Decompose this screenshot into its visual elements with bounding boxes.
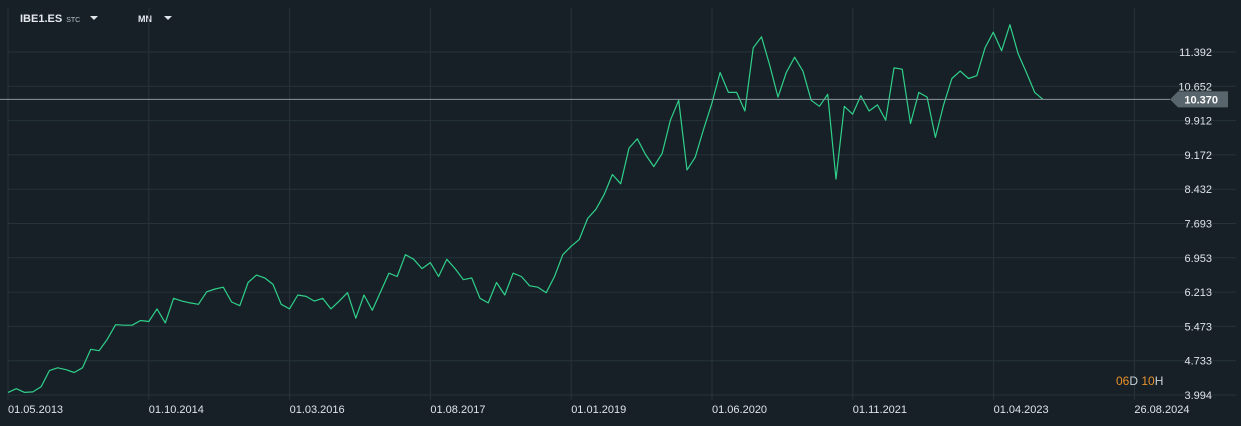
symbol-type: STC [66, 17, 81, 24]
x-tick-label: 01.01.2019 [571, 404, 626, 416]
countdown-hours: 10 [1141, 374, 1155, 388]
countdown-hours-unit: H [1154, 374, 1164, 388]
bar-countdown: 06D 10H [1116, 374, 1163, 388]
symbol-selector[interactable]: IBE1.ES STC [20, 13, 99, 25]
countdown-days-unit: D [1129, 374, 1139, 388]
y-axis: 11.392 10.652 9.912 9.172 8.432 7.693 6.953 6.2… [1178, 47, 1212, 402]
chart-grid [7, 8, 1236, 400]
price-series-line [7, 24, 1044, 393]
countdown-days: 06 [1116, 374, 1130, 388]
symbol-name: IBE1.ES [20, 13, 63, 25]
x-tick-label: 01.10.2014 [149, 404, 204, 416]
y-tick-label: 11.392 [1179, 47, 1212, 59]
timeframe-dropdown-icon [164, 16, 172, 20]
x-axis: 01.05.2013 01.10.2014 01.03.2016 01.08.2017… [8, 404, 1189, 416]
series-layer [7, 24, 1044, 393]
y-tick-label: 6.953 [1184, 253, 1212, 265]
x-tick-label: 01.08.2017 [430, 404, 485, 416]
y-tick-label: 8.432 [1184, 184, 1212, 196]
x-tick-label: 01.06.2020 [712, 404, 767, 416]
y-tick-label: 5.473 [1184, 321, 1212, 333]
x-tick-label: 26.08.2024 [1134, 404, 1189, 416]
current-price-marker: 10.370 [0, 91, 1228, 108]
x-tick-label: 01.03.2016 [290, 404, 345, 416]
timeframe-selector[interactable]: MN [138, 14, 172, 24]
timeframe-label: MN [138, 14, 152, 24]
symbol-dropdown-icon [90, 16, 99, 20]
x-tick-label: 01.05.2013 [8, 404, 63, 416]
current-price-tag [1170, 91, 1228, 108]
y-tick-label: 6.213 [1184, 287, 1212, 299]
y-tick-label: 9.172 [1184, 150, 1212, 162]
y-tick-label: 10.652 [1178, 81, 1212, 93]
y-tick-label: 3.994 [1184, 390, 1212, 402]
y-tick-label: 4.733 [1184, 356, 1212, 368]
y-tick-label: 7.693 [1184, 219, 1212, 231]
y-tick-label: 9.912 [1184, 116, 1212, 128]
current-price-label: 10.370 [1184, 94, 1218, 106]
x-tick-label: 01.11.2021 [853, 404, 907, 416]
x-tick-label: 01.04.2023 [994, 404, 1049, 416]
chart-toolbar: IBE1.ES STC MN [0, 0, 400, 36]
